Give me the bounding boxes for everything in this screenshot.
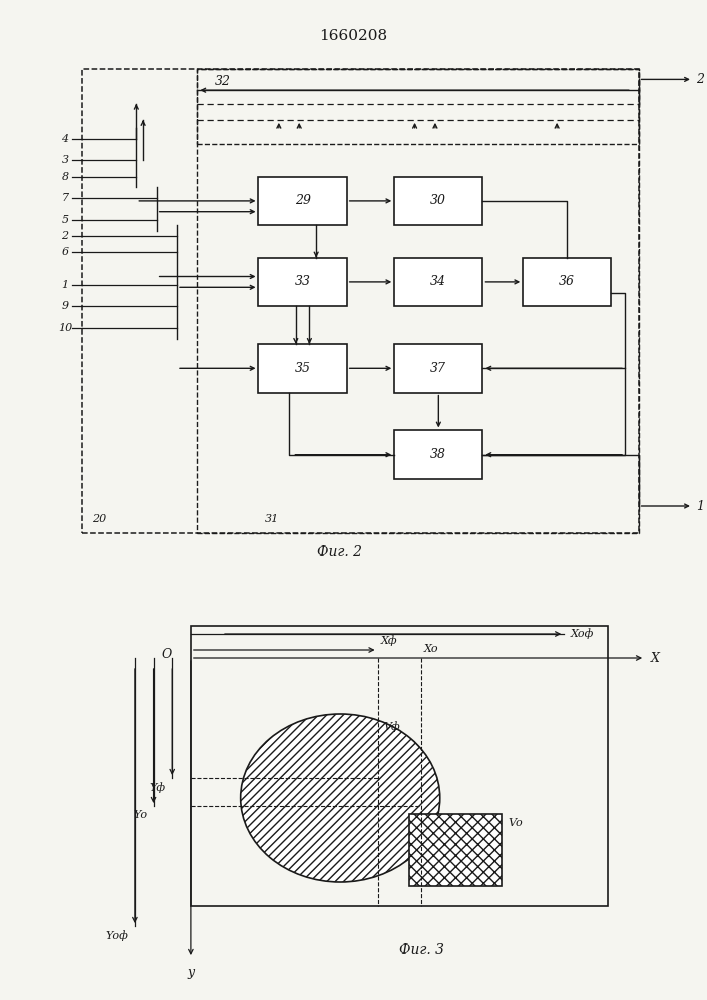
Bar bbox=[395, 344, 482, 393]
Bar bbox=[523, 258, 612, 306]
Text: 32: 32 bbox=[214, 75, 230, 88]
Text: 5: 5 bbox=[62, 215, 69, 225]
Bar bbox=[259, 177, 346, 225]
Text: Фиг. 2: Фиг. 2 bbox=[317, 545, 363, 559]
Bar bbox=[197, 69, 638, 144]
Text: Xф: Xф bbox=[380, 635, 397, 646]
Text: 1660208: 1660208 bbox=[320, 29, 387, 43]
Bar bbox=[82, 69, 638, 533]
Text: 1: 1 bbox=[62, 280, 69, 290]
Bar bbox=[395, 177, 482, 225]
Text: Xоф: Xоф bbox=[571, 629, 594, 639]
Text: 20: 20 bbox=[92, 514, 107, 524]
Text: 29: 29 bbox=[295, 194, 310, 207]
Text: 4: 4 bbox=[62, 134, 69, 144]
Text: Yоф: Yоф bbox=[106, 930, 129, 941]
Text: 30: 30 bbox=[431, 194, 446, 207]
Text: Vф: Vф bbox=[384, 721, 400, 732]
Text: 10: 10 bbox=[58, 323, 72, 333]
Text: Yо: Yо bbox=[133, 810, 147, 820]
Bar bbox=[259, 258, 346, 306]
Text: 7: 7 bbox=[62, 193, 69, 203]
Text: 36: 36 bbox=[559, 275, 575, 288]
Text: 34: 34 bbox=[431, 275, 446, 288]
Text: 6: 6 bbox=[62, 247, 69, 257]
Text: 9: 9 bbox=[62, 301, 69, 311]
Text: O: O bbox=[162, 648, 173, 660]
Bar bbox=[191, 626, 608, 906]
Text: 37: 37 bbox=[431, 362, 446, 375]
Text: Vо: Vо bbox=[508, 818, 523, 828]
Text: 1: 1 bbox=[696, 499, 704, 512]
Text: Yф: Yф bbox=[150, 782, 166, 793]
Text: 3: 3 bbox=[62, 155, 69, 165]
Bar bbox=[259, 344, 346, 393]
Bar bbox=[395, 258, 482, 306]
Text: y: y bbox=[187, 966, 194, 979]
Text: 31: 31 bbox=[265, 514, 279, 524]
Text: 35: 35 bbox=[295, 362, 310, 375]
Bar bbox=[409, 814, 502, 886]
Bar bbox=[197, 69, 638, 533]
Ellipse shape bbox=[240, 714, 440, 882]
Text: 8: 8 bbox=[62, 172, 69, 182]
Text: Xо: Xо bbox=[424, 644, 439, 654]
Text: 2: 2 bbox=[696, 73, 704, 86]
Text: 33: 33 bbox=[295, 275, 310, 288]
Text: 38: 38 bbox=[431, 448, 446, 461]
Text: 2: 2 bbox=[62, 231, 69, 241]
Text: Фиг. 3: Фиг. 3 bbox=[399, 943, 443, 957]
Bar bbox=[395, 430, 482, 479]
Text: X: X bbox=[651, 652, 660, 664]
